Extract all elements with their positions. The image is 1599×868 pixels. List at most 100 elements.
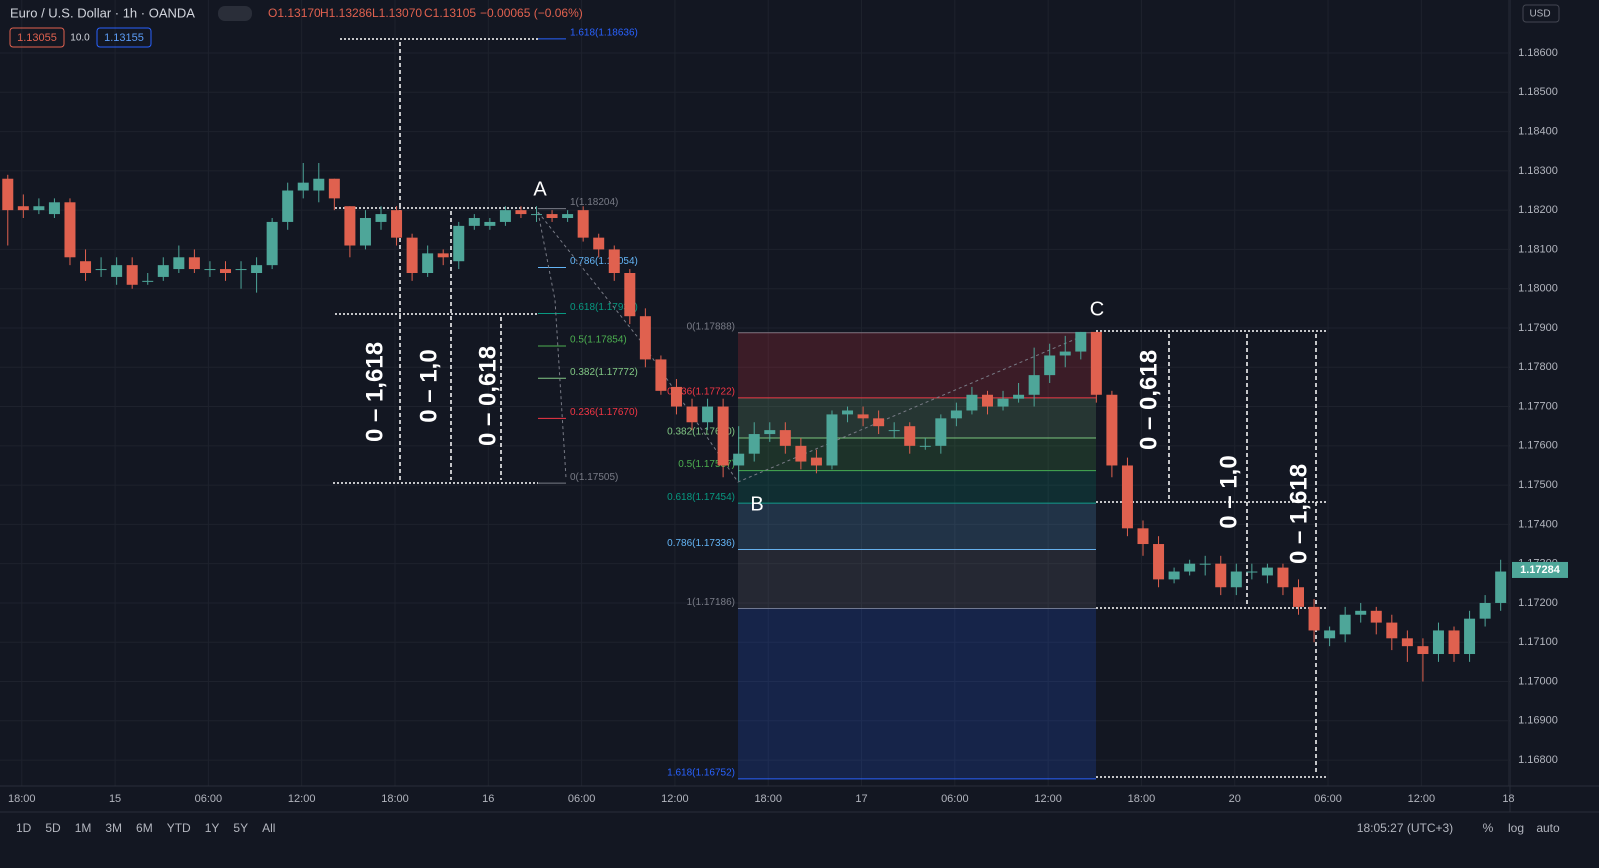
x-tick-label: 16 — [482, 793, 494, 805]
candle-body — [251, 265, 263, 273]
x-tick-label: 06:00 — [1314, 793, 1342, 805]
candle-body — [1464, 618, 1476, 655]
point-label: C — [1090, 298, 1104, 320]
point-label: A — [533, 178, 547, 200]
fib-zone — [738, 470, 1096, 504]
y-tick-label: 1.17800 — [1518, 361, 1558, 373]
buy-box[interactable] — [96, 27, 152, 48]
candle-body — [593, 237, 605, 250]
range-button[interactable]: 3M — [105, 821, 122, 835]
candle-body — [328, 178, 340, 199]
candle-body — [966, 394, 978, 411]
candle-body — [873, 418, 885, 427]
fib-label: 0(1.17505) — [570, 472, 618, 483]
candle-body — [188, 257, 200, 270]
candle-body — [702, 406, 714, 423]
x-tick-label: 12:00 — [1408, 793, 1436, 805]
range-button[interactable]: 6M — [136, 821, 153, 835]
candle-body — [904, 426, 916, 446]
x-tick-label: 18:00 — [8, 793, 36, 805]
clock: 18:05:27 (UTC+3) — [1357, 821, 1453, 835]
candle-body — [1293, 587, 1305, 607]
candle-body — [359, 218, 371, 246]
change: −0.00065 (−0.06%) — [480, 6, 583, 20]
fib-zone — [738, 503, 1096, 550]
range-button[interactable]: All — [262, 821, 275, 835]
x-tick-label: 12:00 — [1034, 793, 1062, 805]
fib-label: 0.236(1.17670) — [570, 407, 638, 418]
candle-body — [639, 316, 651, 360]
x-tick-label: 12:00 — [288, 793, 316, 805]
candle-body — [1246, 571, 1258, 573]
candle-body — [1401, 638, 1413, 647]
fib-label: 0.382(1.17620) — [667, 427, 735, 438]
candle-body — [219, 269, 231, 273]
range-button[interactable]: 1M — [75, 821, 92, 835]
option[interactable]: auto — [1536, 821, 1560, 835]
fib-label: 1.618(1.16752) — [667, 768, 735, 779]
range-button[interactable]: 1D — [16, 821, 32, 835]
candle-body — [126, 265, 138, 285]
candle-body — [2, 178, 14, 211]
sell[interactable]: 1.13055 — [17, 32, 57, 44]
candle-body — [1448, 630, 1460, 655]
candle-body — [1370, 610, 1382, 623]
fib-label: 1(1.18204) — [570, 197, 618, 208]
option[interactable]: % — [1483, 821, 1494, 835]
candle-body — [997, 398, 1009, 407]
x-tick-label: 18:00 — [754, 793, 782, 805]
y-tick-label: 1.18400 — [1518, 125, 1558, 137]
candle-body — [437, 253, 449, 258]
fib-zone — [738, 397, 1096, 438]
measure: 0 – 1,618 — [361, 342, 388, 442]
candle-body — [173, 257, 185, 270]
fib-label: 0.618(1.17937) — [570, 302, 638, 313]
buy[interactable]: 1.13155 — [104, 32, 144, 44]
candle-body — [686, 406, 698, 423]
range-button[interactable]: 5D — [45, 821, 61, 835]
currency-box[interactable] — [1522, 4, 1560, 23]
y-tick-label: 1.17900 — [1518, 322, 1558, 334]
candle-body — [842, 410, 854, 415]
candle-body — [499, 210, 511, 222]
fib-label: 0.5(1.17537) — [678, 459, 735, 470]
candle-body — [1121, 465, 1133, 529]
fib: 0(1.17888) 0.236(1.17722) 0.382(1.17620) 0.… — [538, 28, 1096, 780]
option[interactable]: log — [1508, 821, 1524, 835]
candle-body — [33, 206, 45, 211]
candle-body — [733, 453, 745, 466]
candle-body — [313, 178, 325, 191]
candle-body — [1168, 571, 1180, 580]
x-tick-label: 17 — [855, 793, 867, 805]
candle-body — [748, 434, 760, 454]
candle-body — [608, 249, 620, 273]
candle-body — [1137, 528, 1149, 545]
y-tick-label: 1.18600 — [1518, 47, 1558, 59]
candle-body — [1324, 630, 1336, 639]
range-button[interactable]: 5Y — [233, 821, 248, 835]
candle-body — [422, 253, 434, 273]
candle-body — [935, 418, 947, 446]
y-tick-label: 1.18500 — [1518, 86, 1558, 98]
axes: 1.18600 1.18500 1.18400 1.18300 1.18200 1.181… — [8, 47, 1568, 805]
candle-body — [297, 182, 309, 191]
range-button[interactable]: YTD — [167, 821, 191, 835]
y-tick-label: 1.16800 — [1518, 754, 1558, 766]
candle-body — [857, 414, 869, 419]
fib-zone — [738, 437, 1096, 471]
y-tick-label: 1.18300 — [1518, 165, 1558, 177]
candle-body — [546, 214, 558, 219]
sell-box[interactable] — [9, 27, 65, 48]
fib-label: 0.786(1.17336) — [667, 538, 735, 549]
candle-body — [764, 430, 776, 435]
range-button[interactable]: 1Y — [205, 821, 220, 835]
candle-body — [1339, 614, 1351, 635]
y-tick-label: 1.17100 — [1518, 636, 1558, 648]
candle-body — [1199, 563, 1211, 565]
currency[interactable]: USD — [1529, 9, 1550, 20]
y-tick-label: 1.17400 — [1518, 518, 1558, 530]
candle-body — [1308, 606, 1320, 631]
candle-body — [531, 214, 543, 216]
candle-body — [1479, 602, 1491, 619]
